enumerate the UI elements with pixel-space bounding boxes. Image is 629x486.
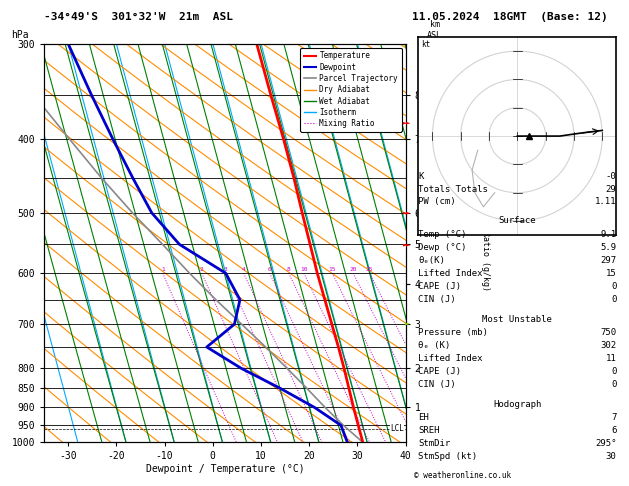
Text: 4: 4 (242, 267, 245, 272)
Text: CAPE (J): CAPE (J) (418, 282, 461, 291)
Text: 11: 11 (606, 354, 616, 363)
Text: ►►: ►► (403, 210, 412, 216)
Text: θₑ (K): θₑ (K) (418, 341, 450, 350)
Text: 0: 0 (611, 295, 616, 304)
Text: 297: 297 (600, 256, 616, 265)
Text: LCL: LCL (391, 424, 404, 433)
Text: 15: 15 (606, 269, 616, 278)
Text: StmSpd (kt): StmSpd (kt) (418, 452, 477, 461)
X-axis label: Dewpoint / Temperature (°C): Dewpoint / Temperature (°C) (145, 464, 304, 474)
Text: ►: ► (405, 320, 410, 329)
Text: 5.9: 5.9 (600, 243, 616, 252)
Text: 29: 29 (606, 185, 616, 193)
Text: CIN (J): CIN (J) (418, 381, 456, 389)
Text: Mixing Ratio (g/kg): Mixing Ratio (g/kg) (481, 195, 490, 291)
Text: kt: kt (421, 40, 430, 49)
Text: SREH: SREH (418, 426, 440, 435)
Text: 3: 3 (224, 267, 228, 272)
Text: Totals Totals: Totals Totals (418, 185, 488, 193)
Text: CAPE (J): CAPE (J) (418, 367, 461, 376)
Text: 0: 0 (611, 367, 616, 376)
Text: Pressure (mb): Pressure (mb) (418, 328, 488, 337)
Text: K: K (418, 172, 424, 181)
Text: 30: 30 (606, 452, 616, 461)
Text: -34°49'S  301°32'W  21m  ASL: -34°49'S 301°32'W 21m ASL (44, 12, 233, 22)
Text: © weatheronline.co.uk: © weatheronline.co.uk (414, 471, 511, 480)
Text: EH: EH (418, 413, 429, 422)
Text: StmDir: StmDir (418, 439, 450, 448)
Text: Lifted Index: Lifted Index (418, 354, 483, 363)
Text: ►►: ►► (403, 119, 412, 125)
Text: Surface: Surface (499, 216, 536, 226)
Text: 302: 302 (600, 341, 616, 350)
Text: Most Unstable: Most Unstable (482, 315, 552, 324)
Text: 1: 1 (161, 267, 165, 272)
Text: 295°: 295° (595, 439, 616, 448)
Text: 20: 20 (350, 267, 357, 272)
Text: CIN (J): CIN (J) (418, 295, 456, 304)
Text: 8: 8 (287, 267, 291, 272)
Text: 0: 0 (611, 381, 616, 389)
Text: km
ASL: km ASL (427, 20, 442, 40)
Text: 0: 0 (611, 282, 616, 291)
Text: 15: 15 (328, 267, 336, 272)
Text: Hodograph: Hodograph (493, 400, 542, 409)
Text: Temp (°C): Temp (°C) (418, 229, 467, 239)
Text: PW (cm): PW (cm) (418, 197, 456, 206)
Text: 10: 10 (300, 267, 308, 272)
Text: 1.11: 1.11 (595, 197, 616, 206)
Text: Lifted Index: Lifted Index (418, 269, 483, 278)
Text: -0: -0 (606, 172, 616, 181)
Text: 7: 7 (611, 413, 616, 422)
Text: 6: 6 (611, 426, 616, 435)
Legend: Temperature, Dewpoint, Parcel Trajectory, Dry Adiabat, Wet Adiabat, Isotherm, Mi: Temperature, Dewpoint, Parcel Trajectory… (300, 48, 402, 132)
Text: ►►: ►► (403, 242, 412, 247)
Text: θₑ(K): θₑ(K) (418, 256, 445, 265)
Text: Dewp (°C): Dewp (°C) (418, 243, 467, 252)
Text: 6: 6 (268, 267, 272, 272)
Text: 9.1: 9.1 (600, 229, 616, 239)
Text: 11.05.2024  18GMT  (Base: 12): 11.05.2024 18GMT (Base: 12) (412, 12, 608, 22)
Text: 750: 750 (600, 328, 616, 337)
Text: 25: 25 (366, 267, 374, 272)
Text: 2: 2 (200, 267, 204, 272)
Text: hPa: hPa (11, 30, 29, 40)
